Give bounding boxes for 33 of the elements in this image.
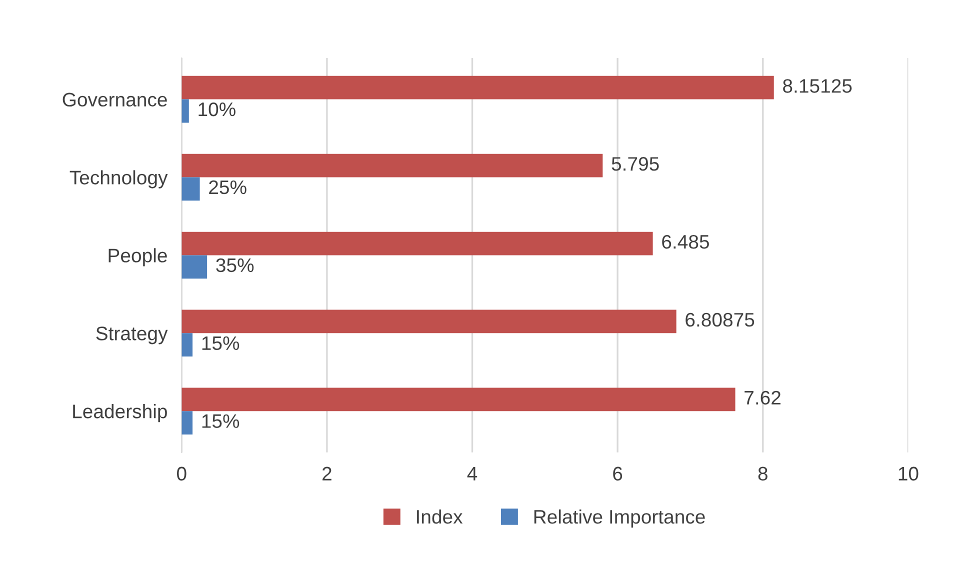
bar xyxy=(182,177,200,201)
y-tick-label: Strategy xyxy=(96,326,168,344)
data-label: 10% xyxy=(198,102,236,116)
bar xyxy=(182,154,603,178)
data-label: 5.795 xyxy=(612,157,659,171)
x-tick-label: 4 xyxy=(467,467,478,480)
data-label: 15% xyxy=(202,414,240,428)
data-label: 8.15125 xyxy=(783,79,852,93)
legend-label: Relative Importance xyxy=(534,509,705,528)
x-tick-label: 6 xyxy=(613,466,622,481)
y-tick-label: Technology xyxy=(70,170,168,188)
bar xyxy=(182,333,193,357)
bar xyxy=(182,310,676,334)
x-tick-label: 0 xyxy=(176,466,186,481)
bar xyxy=(182,99,189,123)
data-label: 7.62 xyxy=(744,390,780,405)
data-label: 6.485 xyxy=(662,234,709,249)
data-label: 15% xyxy=(202,336,240,350)
bar xyxy=(182,411,193,434)
bar xyxy=(182,388,736,412)
data-label: 35% xyxy=(216,258,254,272)
x-tick-label: 10 xyxy=(898,466,918,481)
bar xyxy=(182,76,774,100)
data-label: 6.80875 xyxy=(686,312,754,327)
bar xyxy=(182,232,653,256)
legend-label: Index xyxy=(417,509,463,524)
y-tick-label: Leadership xyxy=(73,404,167,422)
y-tick-label: People xyxy=(108,248,167,266)
x-tick-label: 2 xyxy=(322,466,332,480)
data-label: 25% xyxy=(209,180,246,194)
x-tick-label: 8 xyxy=(758,466,768,481)
y-tick-label: Governance xyxy=(62,92,167,107)
bar xyxy=(182,255,208,279)
